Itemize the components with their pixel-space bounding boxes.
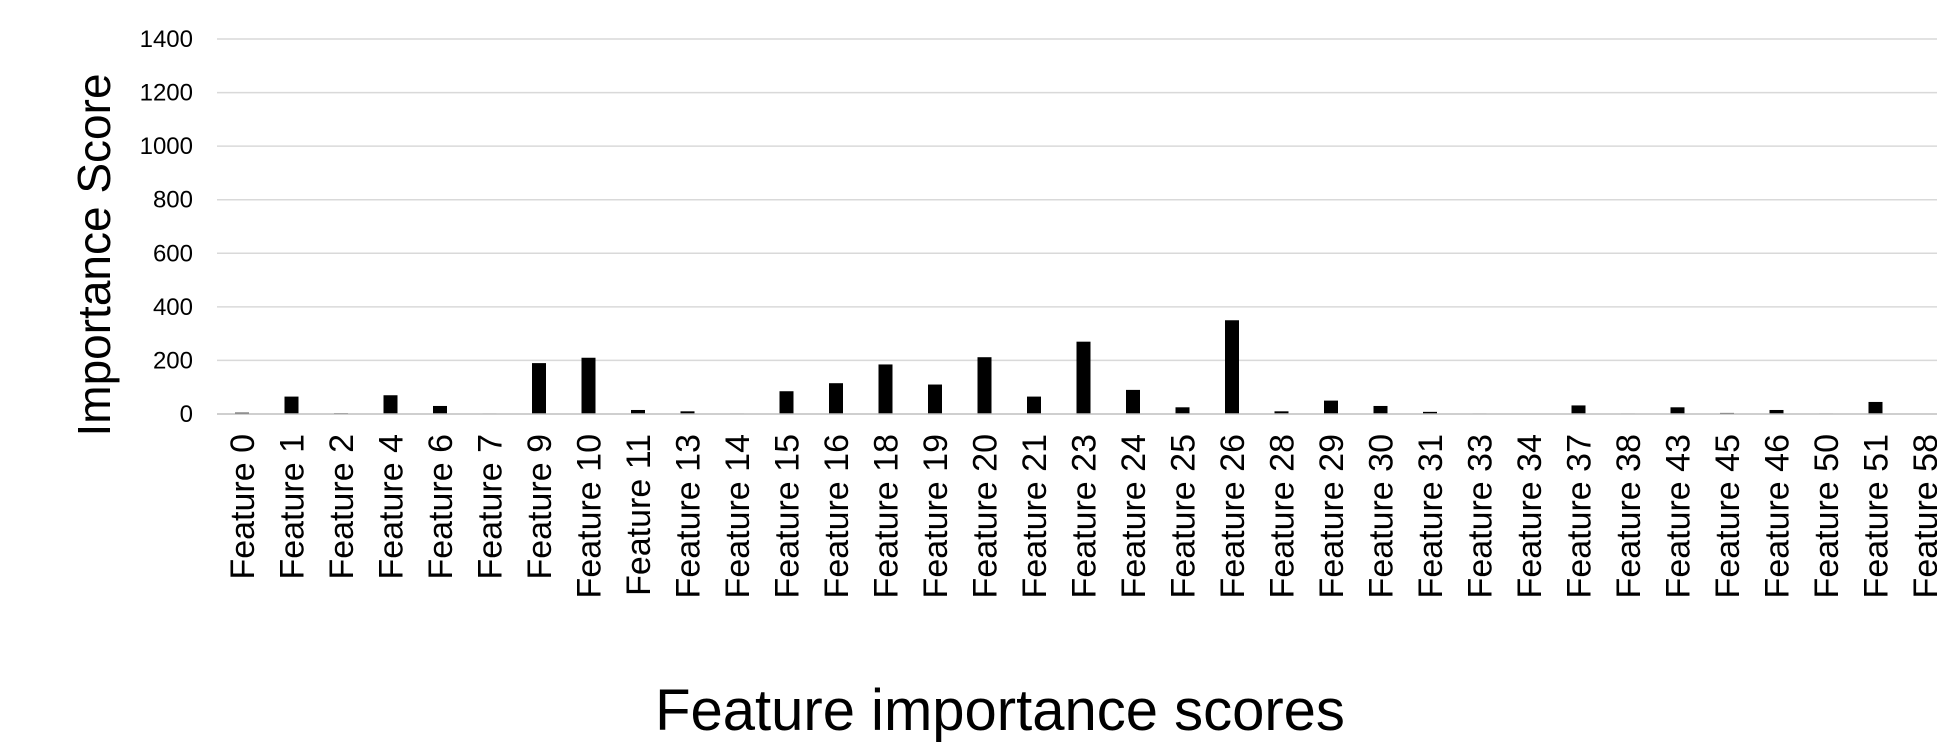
x-tick-label: Feature 9: [521, 434, 559, 580]
bar: [1769, 409, 1784, 414]
bar: [1324, 400, 1338, 414]
x-tick-label: Feature 11: [620, 434, 658, 596]
y-tick-label: 400: [153, 294, 193, 321]
bar: [631, 409, 645, 414]
x-tick-label: Feature 19: [917, 434, 955, 598]
x-tick-label: Feature 58: [1907, 434, 1937, 598]
x-tick-label: Feature 23: [1066, 434, 1104, 598]
x-tick-label: Feature 31: [1412, 434, 1450, 598]
y-tick-label: 1200: [140, 80, 193, 107]
bar: [1868, 401, 1883, 414]
bar: [383, 395, 398, 414]
x-tick-label: Feature 33: [1462, 434, 1500, 598]
x-tick-label: Feature 25: [1165, 434, 1203, 598]
bar: [1274, 411, 1289, 414]
x-tick-label: Feature 45: [1709, 434, 1747, 598]
bars: [235, 320, 1883, 414]
x-tick-label: Feature 50: [1808, 434, 1846, 598]
y-tick-label: 200: [153, 347, 193, 374]
bar: [829, 383, 843, 414]
x-tick-label: Feature 7: [472, 434, 510, 580]
x-tick-label: Feature 14: [719, 434, 757, 598]
bar: [1175, 407, 1190, 414]
bar: [1126, 389, 1140, 414]
bar: [1027, 396, 1041, 414]
x-tick-label: Feature 51: [1858, 434, 1896, 598]
x-tick-label: Feature 21: [1016, 434, 1054, 598]
bar: [680, 411, 695, 414]
bar: [1423, 411, 1437, 414]
x-tick-label: Feature 0: [224, 434, 262, 580]
x-tick-label: Feature 28: [1264, 434, 1302, 598]
x-tick-label: Feature 30: [1363, 434, 1401, 598]
x-tick-label: Feature 16: [818, 434, 856, 598]
bar: [1225, 320, 1239, 414]
x-axis-label: Feature importance scores: [655, 678, 1345, 743]
y-tick-label: 0: [180, 401, 193, 428]
x-tick-label: Feature 43: [1660, 434, 1698, 598]
x-tick-label: Feature 24: [1115, 434, 1153, 598]
x-tick-label: Feature 1: [274, 434, 312, 580]
bar: [1571, 405, 1586, 414]
y-axis-label: Importance Score: [68, 73, 120, 436]
gridlines: [217, 38, 1937, 362]
bar: [928, 384, 942, 414]
x-tick-label: Feature 13: [670, 434, 708, 598]
x-tick-label: Feature 6: [422, 434, 460, 580]
x-tick-label: Feature 38: [1610, 434, 1648, 598]
bar: [284, 396, 299, 414]
bar: [1373, 405, 1388, 414]
x-tick-label: Feature 2: [323, 434, 361, 580]
x-tick-label: Feature 4: [373, 434, 411, 580]
bar: [779, 391, 794, 414]
bar: [1670, 407, 1685, 414]
y-tick-label: 1400: [140, 26, 193, 53]
bar: [977, 357, 992, 414]
bar: [532, 363, 546, 414]
y-tick-label: 800: [153, 187, 193, 214]
x-tick-label: Feature 46: [1759, 434, 1797, 598]
x-tick-label: Feature 37: [1561, 434, 1599, 598]
x-tick-label: Feature 10: [571, 434, 609, 598]
x-tick-label: Feature 34: [1511, 434, 1549, 598]
y-axis-ticks: 0 200 400 600 800 1000 1200 1400: [140, 26, 193, 428]
bar: [433, 405, 447, 414]
x-tick-label: Feature 18: [868, 434, 906, 598]
bar: [878, 364, 893, 414]
x-tick-label: Feature 15: [769, 434, 807, 598]
y-tick-label: 1000: [140, 133, 193, 160]
x-tick-label: Feature 29: [1313, 434, 1351, 598]
bar: [581, 357, 596, 414]
bar: [1076, 341, 1091, 414]
x-axis-ticks: Feature 0 Feature 1 Feature 2 Feature 4 Feat…: [224, 434, 1937, 598]
y-tick-label: 600: [153, 240, 193, 267]
x-tick-label: Feature 20: [967, 434, 1005, 598]
x-tick-label: Feature 26: [1214, 434, 1252, 598]
